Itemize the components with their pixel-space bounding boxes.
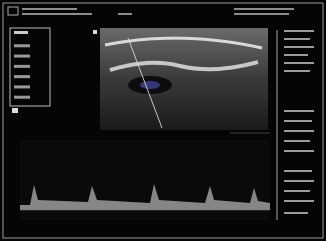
orientation-mark [93,30,97,34]
param-text [284,200,314,202]
param-text [284,46,314,48]
header-text [118,13,132,15]
menu-item[interactable] [14,75,30,78]
param-text [284,120,312,122]
param-text [284,38,310,40]
color-flow [140,81,160,89]
param-text [284,212,308,214]
menu-item[interactable] [14,96,30,99]
param-text [284,70,310,72]
param-text [284,170,312,172]
menu-item[interactable] [14,85,30,88]
param-text [284,62,314,64]
header-text [22,8,77,10]
param-text [284,110,314,112]
menu-item[interactable] [14,55,30,58]
scale-bar [276,30,278,220]
menu-item[interactable] [14,65,30,68]
header-text [234,8,294,10]
param-text [284,140,310,142]
param-text [284,150,314,152]
page: (() => { const data = JSON.parse(documen… [0,0,326,241]
menu-icon [12,108,18,113]
header-text [22,13,92,15]
header-text [234,13,289,15]
param-text [284,190,310,192]
param-text [284,180,314,182]
doppler-spectrum [20,133,270,220]
param-text [284,30,314,32]
menu-item[interactable] [14,44,30,47]
param-text [284,54,308,56]
param-text [284,130,314,132]
menu-item[interactable] [14,31,28,34]
ultrasound-screen [0,0,326,241]
